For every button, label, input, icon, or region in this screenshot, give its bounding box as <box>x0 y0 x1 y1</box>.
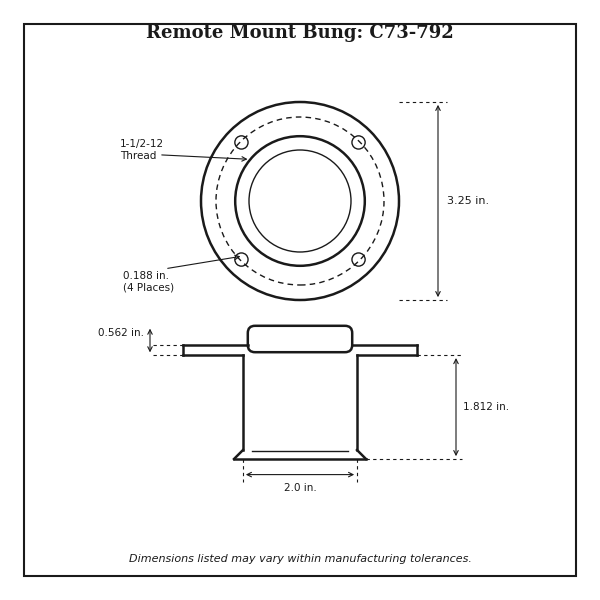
Text: 1.812 in.: 1.812 in. <box>463 402 509 412</box>
Text: 1-1/2-12
Thread: 1-1/2-12 Thread <box>120 139 164 161</box>
Text: 0.188 in.
(4 Places): 0.188 in. (4 Places) <box>123 271 174 293</box>
Text: 3.25 in.: 3.25 in. <box>447 196 489 206</box>
Text: Dimensions listed may vary within manufacturing tolerances.: Dimensions listed may vary within manufa… <box>128 554 472 564</box>
Text: 2.0 in.: 2.0 in. <box>284 483 316 493</box>
Text: Remote Mount Bung: C73-792: Remote Mount Bung: C73-792 <box>146 24 454 42</box>
Text: 0.562 in.: 0.562 in. <box>98 328 144 337</box>
FancyBboxPatch shape <box>248 326 352 352</box>
